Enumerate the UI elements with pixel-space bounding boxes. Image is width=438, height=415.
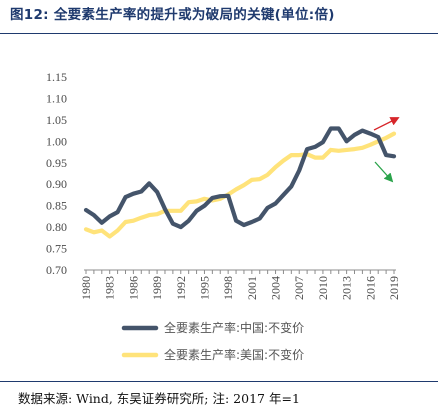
x-tick-label: 1983 bbox=[103, 276, 117, 300]
y-tick-label: 0.70 bbox=[46, 263, 67, 277]
x-tick-label: 1992 bbox=[174, 276, 188, 300]
x-tick-label: 1989 bbox=[150, 276, 164, 300]
chart-title: 图12: 全要素生产率的提升或为破局的关键(单位:倍) bbox=[10, 7, 335, 23]
x-tick-label: 2013 bbox=[340, 276, 354, 300]
x-axis: 1980 1983 1986 1989 1992 1995 1998 2001 2004 2007… bbox=[79, 269, 401, 300]
down-arrow-green bbox=[374, 161, 394, 183]
chart: 0.70 0.75 0.80 0.85 0.90 0.95 1.00 1.05 1.10 1.15… bbox=[46, 70, 401, 362]
y-tick-label: 1.10 bbox=[46, 91, 67, 105]
series-line-china bbox=[83, 126, 397, 230]
x-tick-label: 1980 bbox=[79, 276, 93, 300]
x-tick-label: 2016 bbox=[363, 276, 377, 300]
y-tick-label: 1.00 bbox=[46, 134, 67, 148]
top-rule bbox=[0, 33, 438, 34]
x-tick-label: 1998 bbox=[221, 276, 235, 300]
legend-label: 全要素生产率:中国:不变价 bbox=[164, 320, 304, 335]
y-tick-label: 1.15 bbox=[46, 70, 67, 84]
x-tick-label: 1995 bbox=[197, 276, 211, 300]
bottom-rule bbox=[0, 381, 438, 382]
annotations bbox=[373, 117, 400, 183]
source-note: 数据来源: Wind, 东吴证券研究所; 注: 2017 年=1 bbox=[18, 391, 300, 406]
y-tick-label: 0.75 bbox=[46, 242, 67, 256]
y-tick-label: 0.95 bbox=[46, 156, 67, 170]
x-tick-label: 2004 bbox=[269, 276, 283, 300]
x-tick-label: 2019 bbox=[387, 276, 401, 300]
legend-label: 全要素生产率:美国:不变价 bbox=[164, 347, 304, 362]
x-tick-label: 2001 bbox=[245, 276, 259, 300]
x-tick-label: 2007 bbox=[292, 276, 306, 300]
x-tick-label: 2010 bbox=[316, 276, 330, 300]
series-line-us bbox=[83, 131, 397, 239]
x-tick-label: 1986 bbox=[126, 276, 140, 300]
y-tick-label: 0.80 bbox=[46, 220, 67, 234]
plot-area bbox=[83, 126, 397, 239]
y-axis: 0.70 0.75 0.80 0.85 0.90 0.95 1.00 1.05 1.10 1.15 bbox=[46, 70, 67, 277]
y-tick-label: 0.90 bbox=[46, 177, 67, 191]
y-tick-label: 0.85 bbox=[46, 199, 67, 213]
y-tick-label: 1.05 bbox=[46, 113, 67, 127]
up-arrow-red bbox=[373, 117, 400, 131]
